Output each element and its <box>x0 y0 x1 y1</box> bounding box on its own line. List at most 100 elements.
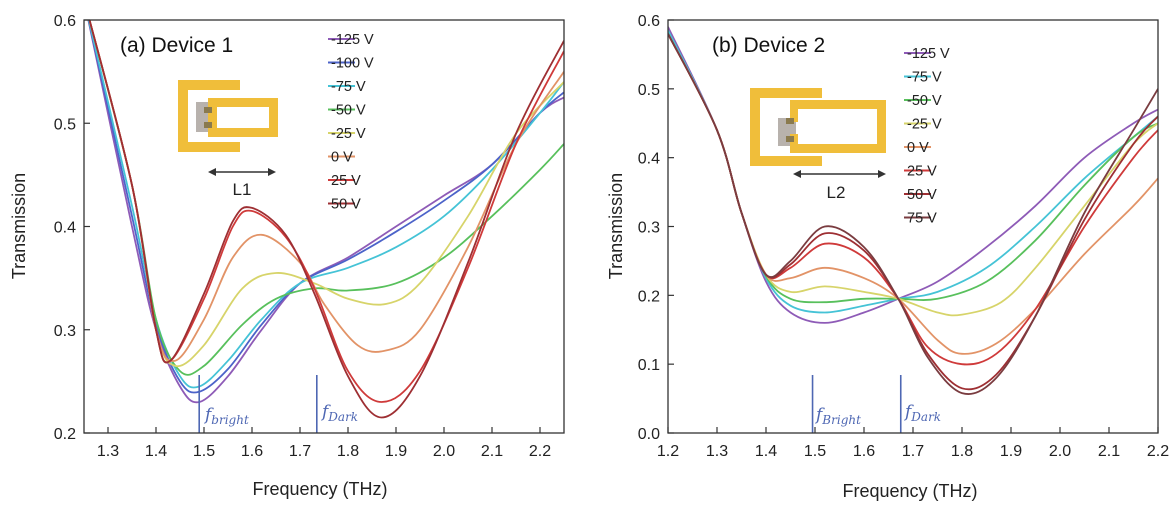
resonator-arm <box>178 80 188 152</box>
legend: -125 V -100 V -75 V -50 V -25 V 0 V 25 V 50 V <box>328 32 374 213</box>
y-tick-label: 0.5 <box>54 116 76 133</box>
x-tick-label: 1.6 <box>241 443 263 460</box>
x-tick-label: 1.9 <box>1000 443 1022 460</box>
x-tick-label: 2.1 <box>1098 443 1120 460</box>
frequency-marker-label: fbright <box>203 405 249 427</box>
legend-entry: -100 V <box>331 56 374 72</box>
frequency-marker-label: fDark <box>903 402 941 424</box>
marker-subscript: Dark <box>327 410 358 424</box>
legend-entry: -75 V <box>907 70 942 86</box>
resonator-arm <box>750 88 822 98</box>
x-tick-label: 1.8 <box>337 443 359 460</box>
x-tick-label: 1.4 <box>755 443 777 460</box>
contact <box>204 107 212 113</box>
marker-subscript: Bright <box>821 413 861 427</box>
x-tick-label: 1.7 <box>289 443 311 460</box>
y-tick-label: 0.2 <box>638 288 660 305</box>
marker-symbol: f <box>903 402 914 422</box>
resonator-inset: L1 <box>178 80 278 199</box>
x-tick-label: 2.1 <box>481 443 503 460</box>
series-line-neg100V <box>87 20 564 394</box>
legend-entry: 0 V <box>331 150 353 166</box>
arrowhead-right <box>268 168 276 176</box>
resonator-arm <box>790 134 798 153</box>
arrowhead-right <box>878 170 886 178</box>
y-tick-label: 0.4 <box>638 151 660 168</box>
resonator-arm <box>790 100 798 122</box>
resonator-arm <box>790 100 886 109</box>
legend-entry: 25 V <box>331 173 361 189</box>
legend-entry: 50 V <box>331 197 361 213</box>
y-axis-label: Transmission <box>606 173 626 279</box>
resonator-arm <box>750 88 760 166</box>
resonator-arm <box>750 156 822 166</box>
legend: -125 V -75 V -50 V -25 V 0 V 25 V 50 V 75 V <box>904 46 950 227</box>
x-tick-label: 1.6 <box>853 443 875 460</box>
resonator-arm <box>790 144 886 153</box>
resonator-arm <box>208 128 278 137</box>
legend-entry: 50 V <box>907 187 937 203</box>
resonator-arm <box>208 98 217 137</box>
resonator-arm <box>877 100 886 153</box>
x-tick-label: 1.5 <box>804 443 826 460</box>
marker-subscript: bright <box>211 413 249 427</box>
legend-entry: -125 V <box>331 32 374 48</box>
x-tick-label: 1.5 <box>193 443 215 460</box>
resonator-arm <box>178 80 240 90</box>
x-tick-label: 1.2 <box>657 443 679 460</box>
resonator-arm <box>178 142 240 152</box>
contact <box>786 118 794 124</box>
y-tick-label: 0.5 <box>638 82 660 99</box>
y-tick-label: 0.2 <box>54 426 76 443</box>
legend-entry: -25 V <box>907 117 942 133</box>
series-group <box>87 20 564 419</box>
frequency-marker-label: fBright <box>814 405 861 427</box>
x-tick-label: 2.0 <box>1049 443 1071 460</box>
contact <box>786 136 794 142</box>
legend-entry: -125 V <box>907 46 950 62</box>
marker-symbol: f <box>320 402 331 422</box>
y-tick-label: 0.4 <box>54 220 76 237</box>
legend-entry: -50 V <box>907 93 942 109</box>
x-tick-label: 2.0 <box>433 443 455 460</box>
marker-subscript: Dark <box>910 410 941 424</box>
x-tick-label: 1.3 <box>97 443 119 460</box>
x-tick-label: 1.9 <box>385 443 407 460</box>
resonator-inset: L2 <box>750 88 886 202</box>
legend-entry: 25 V <box>907 164 937 180</box>
panel-title: (a) Device 1 <box>120 34 233 57</box>
x-tick-label: 1.7 <box>902 443 924 460</box>
legend-entry: 0 V <box>907 140 929 156</box>
length-label: L2 <box>827 183 846 202</box>
y-tick-label: 0.1 <box>638 357 660 374</box>
x-tick-label: 2.2 <box>1147 443 1169 460</box>
y-tick-label: 0.6 <box>638 13 660 30</box>
marker-symbol: f <box>203 405 214 425</box>
y-tick-label: 0.3 <box>638 220 660 237</box>
series-line-25V <box>88 20 564 403</box>
panel-title: (b) Device 2 <box>712 34 825 57</box>
series-group <box>668 26 1158 395</box>
arrowhead-left <box>208 168 216 176</box>
legend-entry: 75 V <box>907 211 937 227</box>
legend-entry: -50 V <box>331 103 366 119</box>
x-axis-label: Frequency (THz) <box>842 481 977 501</box>
y-tick-label: 0.3 <box>54 323 76 340</box>
x-tick-label: 1.4 <box>145 443 167 460</box>
y-tick-label: 0.0 <box>638 426 660 443</box>
arrowhead-left <box>793 170 801 178</box>
y-tick-label: 0.6 <box>54 13 76 30</box>
x-tick-label: 1.8 <box>951 443 973 460</box>
x-tick-label: 2.2 <box>529 443 551 460</box>
resonator-arm <box>269 98 278 137</box>
series-line-75V <box>668 33 1158 395</box>
plot-frame <box>83 19 565 434</box>
y-axis-label: Transmission <box>9 173 29 279</box>
marker-symbol: f <box>814 405 825 425</box>
series-line-neg125V <box>87 20 564 404</box>
x-axis-label: Frequency (THz) <box>252 479 387 499</box>
length-label: L1 <box>233 180 252 199</box>
